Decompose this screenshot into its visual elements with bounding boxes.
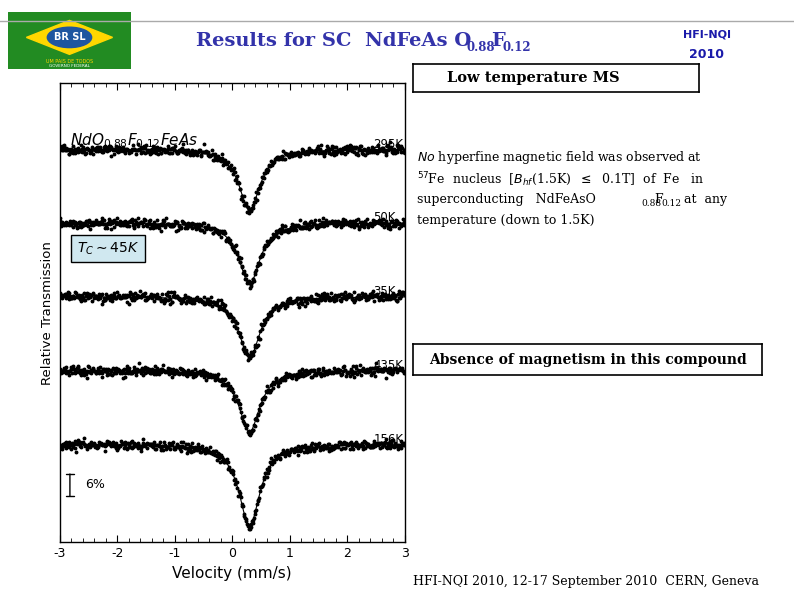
Text: $^{57}$Fe  nucleus  [$B_{hf}$(1.5K)  $\leq$  0.1T]  of  Fe   in: $^{57}$Fe nucleus [$B_{hf}$(1.5K) $\leq$…	[417, 170, 704, 188]
Text: 50K: 50K	[373, 212, 395, 224]
Text: 2010: 2010	[689, 48, 724, 61]
Text: 0.12: 0.12	[661, 199, 681, 209]
Text: $\mathit{No}$ hyperfine magnetic field was observed at: $\mathit{No}$ hyperfine magnetic field w…	[417, 150, 702, 166]
Text: HFI-NQI: HFI-NQI	[683, 30, 730, 40]
Polygon shape	[26, 20, 113, 54]
Text: F: F	[491, 32, 504, 49]
Circle shape	[48, 27, 91, 48]
Text: at  any: at any	[676, 193, 727, 206]
Text: F: F	[654, 193, 663, 206]
Text: BR SL: BR SL	[54, 32, 85, 42]
Text: HFI-NQI 2010, 12-17 September 2010  CERN, Geneva: HFI-NQI 2010, 12-17 September 2010 CERN,…	[413, 575, 759, 588]
Text: $\mathit{NdO_{0.88}F_{0.12}FeAs}$: $\mathit{NdO_{0.88}F_{0.12}FeAs}$	[70, 132, 198, 150]
Text: 35K: 35K	[373, 285, 395, 298]
Text: 6%: 6%	[86, 479, 106, 492]
Text: temperature (down to 1.5K): temperature (down to 1.5K)	[417, 214, 595, 227]
Text: 0.88: 0.88	[467, 41, 495, 54]
Text: Results for SC  NdFeAs O: Results for SC NdFeAs O	[196, 32, 471, 49]
Text: 156K: 156K	[373, 433, 403, 446]
Text: GOVERNO FEDERAL: GOVERNO FEDERAL	[49, 64, 90, 69]
Text: Low temperature MS: Low temperature MS	[446, 71, 619, 85]
Y-axis label: Relative Transmission: Relative Transmission	[41, 241, 54, 385]
Text: $T_C \sim 45K$: $T_C \sim 45K$	[77, 240, 139, 257]
X-axis label: Velocity (mm/s): Velocity (mm/s)	[172, 566, 292, 581]
Text: 435K: 435K	[373, 359, 403, 372]
Text: superconducting   NdFeAsO: superconducting NdFeAsO	[417, 193, 596, 206]
Text: 0.88: 0.88	[642, 199, 661, 209]
Text: UM PAIS DE TODOS: UM PAIS DE TODOS	[46, 59, 93, 64]
Bar	[8, 56, 131, 69]
Text: 295K: 295K	[373, 138, 403, 151]
Text: 0.12: 0.12	[503, 41, 531, 54]
Text: Absence of magnetism in this compound: Absence of magnetism in this compound	[429, 353, 746, 367]
